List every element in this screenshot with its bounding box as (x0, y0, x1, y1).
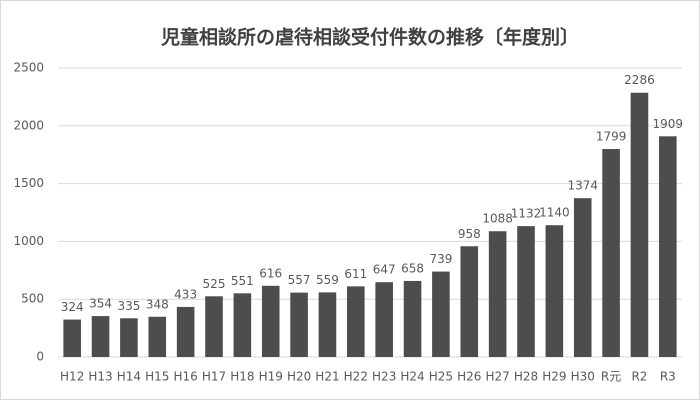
bar (176, 306, 195, 357)
bar (403, 280, 422, 357)
y-tick-label: 2500 (13, 61, 44, 75)
data-label: 551 (231, 274, 254, 288)
bar (318, 292, 337, 357)
data-label: 433 (174, 287, 197, 301)
data-label: 611 (344, 267, 367, 281)
bar (460, 246, 479, 357)
data-label: 1909 (653, 117, 684, 131)
bar (205, 296, 223, 357)
x-tick-label: R元 (601, 370, 621, 384)
data-label: 1132 (511, 207, 542, 221)
y-tick-label: 2000 (13, 118, 44, 132)
x-tick-label: H30 (571, 370, 595, 384)
data-label: 1088 (482, 212, 513, 226)
bar (120, 318, 138, 357)
x-tick-label: H22 (344, 370, 368, 384)
data-label: 1374 (567, 179, 598, 193)
x-tick-label: H17 (202, 370, 226, 384)
bar (91, 316, 110, 357)
data-label: 557 (288, 273, 311, 287)
x-tick-label: H14 (117, 370, 141, 384)
x-tick-label: H13 (88, 370, 112, 384)
bar (347, 286, 365, 357)
x-tick-label: R2 (631, 370, 647, 384)
bar (233, 293, 252, 357)
x-tick-label: H29 (542, 370, 566, 384)
x-tick-label: H27 (485, 370, 509, 384)
y-tick-label: 500 (21, 292, 44, 306)
data-label: 1799 (596, 130, 627, 144)
x-tick-label: H20 (287, 370, 311, 384)
data-label: 335 (117, 299, 140, 313)
data-label: 324 (61, 300, 84, 314)
bar (375, 282, 393, 357)
bar (602, 149, 620, 357)
bar (488, 231, 507, 357)
chart-title: 児童相談所の虐待相談受付件数の推移〔年度別〕 (160, 26, 579, 49)
data-label: 739 (429, 252, 452, 266)
bar (517, 226, 535, 357)
bar (148, 316, 167, 357)
data-label: 1140 (539, 206, 570, 220)
x-tick-label: H19 (259, 370, 283, 384)
bar (545, 225, 564, 357)
x-tick-label: H21 (315, 370, 339, 384)
data-label: 559 (316, 273, 339, 287)
x-tick-label: H24 (400, 370, 424, 384)
y-tick-label: 0 (36, 350, 44, 364)
x-tick-label: H15 (145, 370, 169, 384)
data-label: 658 (401, 261, 424, 275)
bar (63, 319, 81, 357)
data-label: 2286 (624, 73, 655, 87)
x-tick-label: H26 (457, 370, 481, 384)
x-tick-label: H18 (230, 370, 254, 384)
bar (659, 136, 677, 357)
bar (630, 92, 649, 357)
data-label: 525 (203, 277, 226, 291)
bar (261, 285, 280, 357)
x-tick-label: H16 (173, 370, 197, 384)
x-tick-label: H28 (514, 370, 538, 384)
data-label: 958 (458, 227, 481, 241)
data-label: 354 (89, 297, 112, 311)
x-tick-label: H12 (60, 370, 84, 384)
data-label: 647 (373, 263, 396, 277)
x-tick-label: H23 (372, 370, 396, 384)
x-tick-label: H25 (429, 370, 453, 384)
x-tick-label: R3 (660, 370, 676, 384)
y-tick-label: 1000 (13, 234, 44, 248)
bar (432, 271, 450, 357)
data-label: 616 (259, 266, 282, 280)
bar (573, 198, 592, 357)
bar (290, 292, 308, 357)
data-label: 348 (146, 297, 169, 311)
y-tick-label: 1500 (13, 176, 44, 190)
